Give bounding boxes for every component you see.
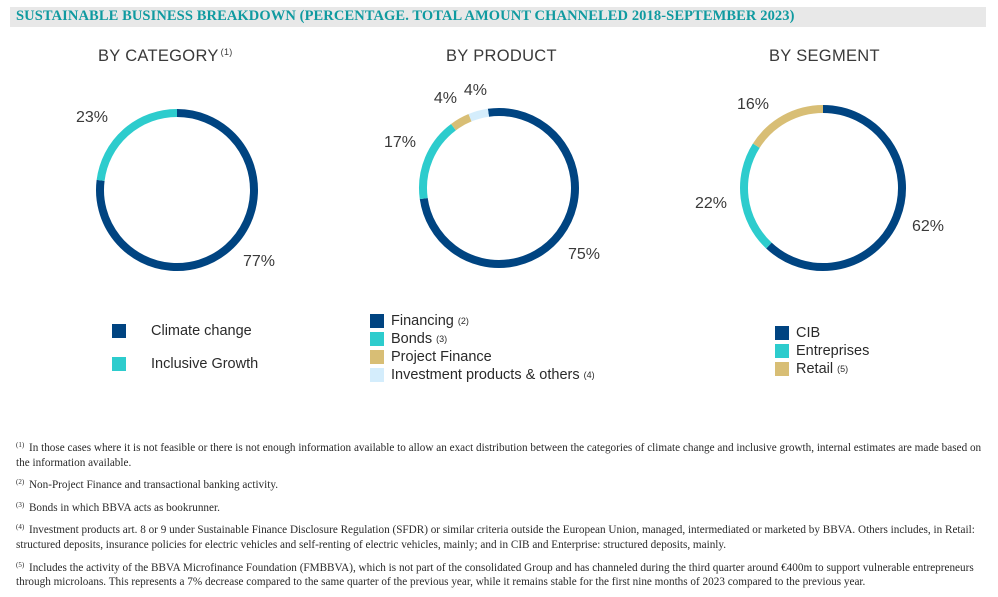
chart-title-text: BY PRODUCT xyxy=(446,47,557,65)
legend-label: Bonds xyxy=(391,331,433,347)
legend-item-retail: Retail (5) xyxy=(775,361,848,377)
footnote-3: (3) Bonds in which BBVA acts as bookrunn… xyxy=(16,498,992,516)
donut-slice-project-finance xyxy=(451,114,472,131)
donut-chart-segment: 62% 22% 16% xyxy=(695,96,944,271)
legend-note: (2) xyxy=(457,316,469,326)
footnote-text: In those cases where it is not feasible … xyxy=(16,442,982,469)
footnote-mark: (4) xyxy=(16,523,25,532)
legend-item-climate-change: Climate change xyxy=(112,323,252,339)
legend-item-cib: CIB xyxy=(775,325,820,341)
legend-swatch xyxy=(775,326,789,340)
header-bar xyxy=(10,7,986,27)
chart-title-text: BY CATEGORY xyxy=(98,47,219,65)
donut-slice-inclusive-growth xyxy=(96,109,178,181)
data-label-investment-products-others: 4% xyxy=(464,82,487,99)
footnote-mark: (5) xyxy=(16,560,25,569)
donut-chart-product: 75% 17% 4% 4% xyxy=(384,82,600,268)
legend-swatch xyxy=(370,368,384,382)
data-label-bonds: 17% xyxy=(384,134,416,151)
legend-note: (4) xyxy=(583,370,595,380)
legend-label: Entreprises xyxy=(796,343,870,359)
footnotes: (1) In those cases where it is not feasi… xyxy=(16,438,992,595)
legend-item-financing: Financing (2) xyxy=(370,313,469,329)
footnote-text: Bonds in which BBVA acts as bookrunner. xyxy=(28,501,220,514)
donut-chart-category: 77% 23% xyxy=(76,109,275,271)
chart-title-segment: BY SEGMENT xyxy=(769,47,880,66)
legend-label: Retail xyxy=(796,361,834,377)
footnote-5: (5) Includes the activity of the BBVA Mi… xyxy=(16,558,992,590)
legend-swatch xyxy=(112,324,126,338)
legend-swatch xyxy=(112,357,126,371)
donut-slice-bonds xyxy=(419,123,456,200)
legend-label: Financing xyxy=(391,313,454,329)
data-label-cib: 62% xyxy=(912,218,944,235)
footnote-4: (4) Investment products art. 8 or 9 unde… xyxy=(16,520,992,552)
legend-swatch xyxy=(775,344,789,358)
footnote-text: Non-Project Finance and transactional ba… xyxy=(28,479,279,492)
donut-slice-entreprises xyxy=(740,143,772,249)
data-label-project-finance: 4% xyxy=(434,90,457,107)
legend-item-entreprises: Entreprises xyxy=(775,343,869,359)
footnote-mark: (3) xyxy=(16,500,25,509)
legend-swatch xyxy=(370,314,384,328)
data-label-retail: 16% xyxy=(737,96,769,113)
page-title: SUSTAINABLE BUSINESS BREAKDOWN (PERCENTA… xyxy=(16,8,795,24)
donut-slice-climate-change xyxy=(96,109,258,271)
chart-title-product: BY PRODUCT xyxy=(446,47,557,66)
legend-note: (3) xyxy=(436,334,448,344)
footnote-text: Includes the activity of the BBVA Microf… xyxy=(16,561,974,589)
footnote-mark: (2) xyxy=(16,478,25,487)
legend-label: Investment products & others xyxy=(391,367,580,383)
legend-label: CIB xyxy=(796,325,821,341)
footnote-mark: (1) xyxy=(16,441,25,449)
data-label-financing: 75% xyxy=(568,246,600,263)
legend-swatch xyxy=(370,350,384,364)
legend-note: (5) xyxy=(837,364,849,374)
footnote-2: (2) Non-Project Finance and transactiona… xyxy=(16,475,992,493)
donut-slice-cib xyxy=(766,105,906,271)
legend-label: Climate change xyxy=(151,323,252,339)
donut-slice-retail xyxy=(752,105,824,148)
donut-slice-financing xyxy=(419,108,579,268)
footnote-1: (1) In those cases where it is not feasi… xyxy=(16,438,992,470)
legend-label: Project Finance xyxy=(391,349,492,365)
legend-label: Inclusive Growth xyxy=(151,356,259,372)
chart-title-category: BY CATEGORY (1) xyxy=(98,47,233,66)
chart-title-text: BY SEGMENT xyxy=(769,47,880,65)
data-label-climate-change: 77% xyxy=(243,253,275,270)
legend-item-project-finance: Project Finance xyxy=(370,349,492,365)
chart-title-note: (1) xyxy=(220,47,233,57)
footnote-text: Investment products art. 8 or 9 under Su… xyxy=(16,524,975,551)
donut-slice-investment-products-others xyxy=(468,108,490,122)
legend-swatch xyxy=(370,332,384,346)
legend-item-investment-products: Investment products & others (4) xyxy=(370,367,595,383)
legend-item-inclusive-growth: Inclusive Growth xyxy=(112,356,258,372)
legend-swatch xyxy=(775,362,789,376)
data-label-entreprises: 22% xyxy=(695,195,727,212)
legend-item-bonds: Bonds (3) xyxy=(370,331,447,347)
data-label-inclusive-growth: 23% xyxy=(76,109,108,126)
